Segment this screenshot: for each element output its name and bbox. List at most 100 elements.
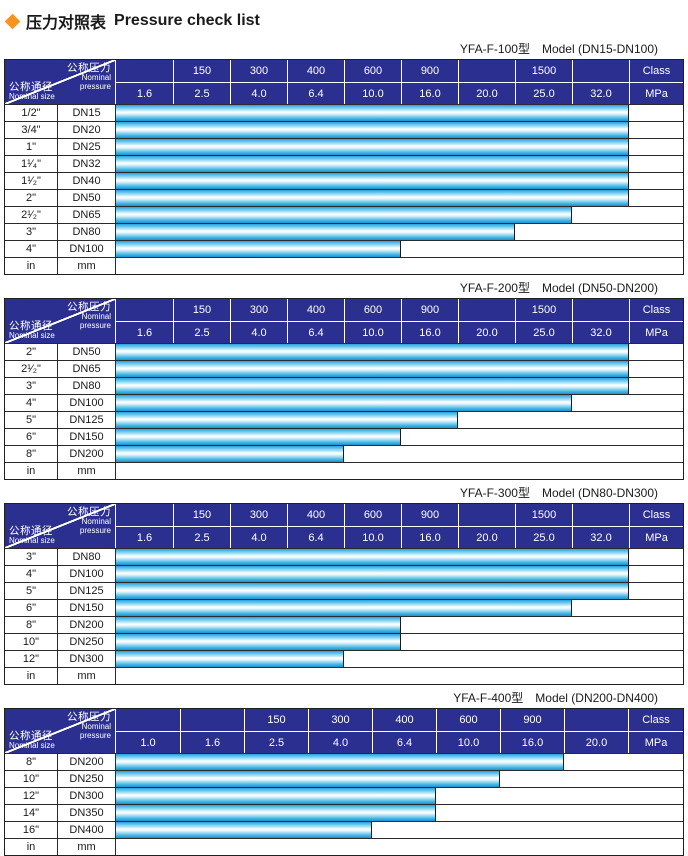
- size-unit-cell: in: [5, 668, 58, 684]
- corner-size-label: 公称通径 Nominal size: [9, 81, 55, 102]
- size-cell: 10": [5, 634, 58, 650]
- size-cell: 3": [5, 549, 58, 565]
- pressure-range-bar: [116, 771, 500, 787]
- bar-zone: [116, 344, 683, 360]
- mpa-header-cell: 1.0: [116, 731, 180, 753]
- mpa-header-cell: 10.0: [436, 731, 500, 753]
- pressure-range-bar: [116, 805, 436, 821]
- mpa-unit-cell: MPa: [629, 526, 683, 548]
- pressure-range-bar: [116, 105, 629, 121]
- nominal-pressure-en-1: Nominal: [81, 517, 111, 527]
- size-cell: 8": [5, 446, 58, 462]
- size-cell: 12": [5, 651, 58, 667]
- table-body: 3" DN80 4" DN100 5" DN125 6" DN150 8" DN200 10" DN2…: [5, 548, 683, 684]
- mpa-header-cell: 25.0: [515, 321, 572, 343]
- class-header-cell: [572, 504, 629, 526]
- bar-zone: [116, 207, 683, 223]
- nominal-pressure-zh: 公称压力: [67, 506, 111, 518]
- table-header: 公称压力 Nominal pressure 公称通径 Nominal size 150 30…: [5, 299, 683, 343]
- class-unit-cell: Class: [629, 299, 683, 321]
- table-row: 2" DN50: [5, 343, 683, 360]
- size-cell: 3/4": [5, 122, 58, 138]
- model-range-label: Model (DN50-DN200): [541, 281, 658, 295]
- size-cell: 4": [5, 395, 58, 411]
- table-row: 16" DN400: [5, 821, 683, 838]
- bar-zone: [116, 754, 683, 770]
- size-cell: 14": [5, 805, 58, 821]
- pressure-range-bar: [116, 754, 564, 770]
- table-subtitle: YFA-F-200型 Model (DN50-DN200): [4, 275, 684, 298]
- pressure-range-bar: [116, 651, 344, 667]
- table-row: 3/4" DN20: [5, 121, 683, 138]
- nominal-size-en: Nominal size: [9, 536, 55, 546]
- dn-cell: DN15: [58, 105, 116, 121]
- class-header-cell: 300: [230, 60, 287, 82]
- mpa-header-cell: 4.0: [230, 526, 287, 548]
- bar-zone: [116, 771, 683, 787]
- mpa-header-cell: 2.5: [173, 321, 230, 343]
- size-cell: 1¹⁄₄": [5, 156, 58, 172]
- bar-zone: [116, 463, 683, 479]
- pressure-range-bar: [116, 429, 401, 445]
- dn-unit-cell: mm: [58, 839, 116, 855]
- bar-zone: [116, 190, 683, 206]
- dn-cell: DN65: [58, 207, 116, 223]
- class-header-cell: 400: [287, 60, 344, 82]
- pressure-range-bar: [116, 600, 572, 616]
- mpa-header-cell: 1.6: [116, 526, 173, 548]
- size-cell: 2": [5, 190, 58, 206]
- bar-zone: [116, 156, 683, 172]
- table-section: YFA-F-300型 Model (DN80-DN300) 公称压力 Nominal p…: [4, 480, 684, 685]
- dn-cell: DN250: [58, 634, 116, 650]
- table-header: 公称压力 Nominal pressure 公称通径 Nominal size 150 30…: [5, 504, 683, 548]
- mpa-header-row: 1.6 2.5 4.0 6.4 10.0 16.0 20.0 25.0 32.0 MPa: [116, 321, 683, 343]
- size-cell: 4": [5, 566, 58, 582]
- model-label: YFA-F-400型: [453, 691, 524, 705]
- size-cell: 2¹⁄₂": [5, 361, 58, 377]
- dn-cell: DN65: [58, 361, 116, 377]
- corner-cell: 公称压力 Nominal pressure 公称通径 Nominal size: [5, 299, 116, 343]
- pressure-table: 公称压力 Nominal pressure 公称通径 Nominal size 150 30…: [4, 59, 684, 275]
- pressure-range-bar: [116, 122, 629, 138]
- bar-zone: [116, 173, 683, 189]
- dn-cell: DN150: [58, 600, 116, 616]
- dn-cell: DN200: [58, 754, 116, 770]
- table-row: 2¹⁄₂" DN65: [5, 206, 683, 223]
- table-row: 3" DN80: [5, 223, 683, 240]
- mpa-header-cell: 10.0: [344, 82, 401, 104]
- bar-zone: [116, 668, 683, 684]
- size-cell: 1¹⁄₂": [5, 173, 58, 189]
- bar-zone: [116, 788, 683, 804]
- mpa-header-cell: 6.4: [287, 321, 344, 343]
- class-header-cell: 1500: [515, 299, 572, 321]
- size-cell: 2¹⁄₂": [5, 207, 58, 223]
- pressure-range-bar: [116, 207, 572, 223]
- size-unit-cell: in: [5, 463, 58, 479]
- mpa-header-cell: 10.0: [344, 321, 401, 343]
- table-header: 公称压力 Nominal pressure 公称通径 Nominal size 150 30…: [5, 60, 683, 104]
- class-header-cell: 600: [344, 60, 401, 82]
- table-row: 5" DN125: [5, 582, 683, 599]
- mpa-header-cell: 6.4: [287, 82, 344, 104]
- size-cell: 8": [5, 617, 58, 633]
- class-header-cell: 900: [401, 504, 458, 526]
- class-header-cell: [180, 709, 244, 731]
- class-header-cell: 600: [436, 709, 500, 731]
- class-header-cell: [458, 299, 515, 321]
- model-label: YFA-F-200型: [459, 281, 530, 295]
- dn-cell: DN100: [58, 395, 116, 411]
- units-row: in mm: [5, 257, 683, 274]
- mpa-header-cell: 20.0: [458, 526, 515, 548]
- class-header-cell: 150: [173, 299, 230, 321]
- pressure-range-bar: [116, 361, 629, 377]
- nominal-size-en: Nominal size: [9, 741, 55, 751]
- size-unit-cell: in: [5, 258, 58, 274]
- bar-zone: [116, 839, 683, 855]
- nominal-size-en: Nominal size: [9, 331, 55, 341]
- bar-zone: [116, 378, 683, 394]
- dn-cell: DN100: [58, 566, 116, 582]
- dn-unit-cell: mm: [58, 258, 116, 274]
- dn-cell: DN100: [58, 241, 116, 257]
- pressure-range-bar: [116, 822, 372, 838]
- pressure-table: 公称压力 Nominal pressure 公称通径 Nominal size 150 30…: [4, 708, 684, 856]
